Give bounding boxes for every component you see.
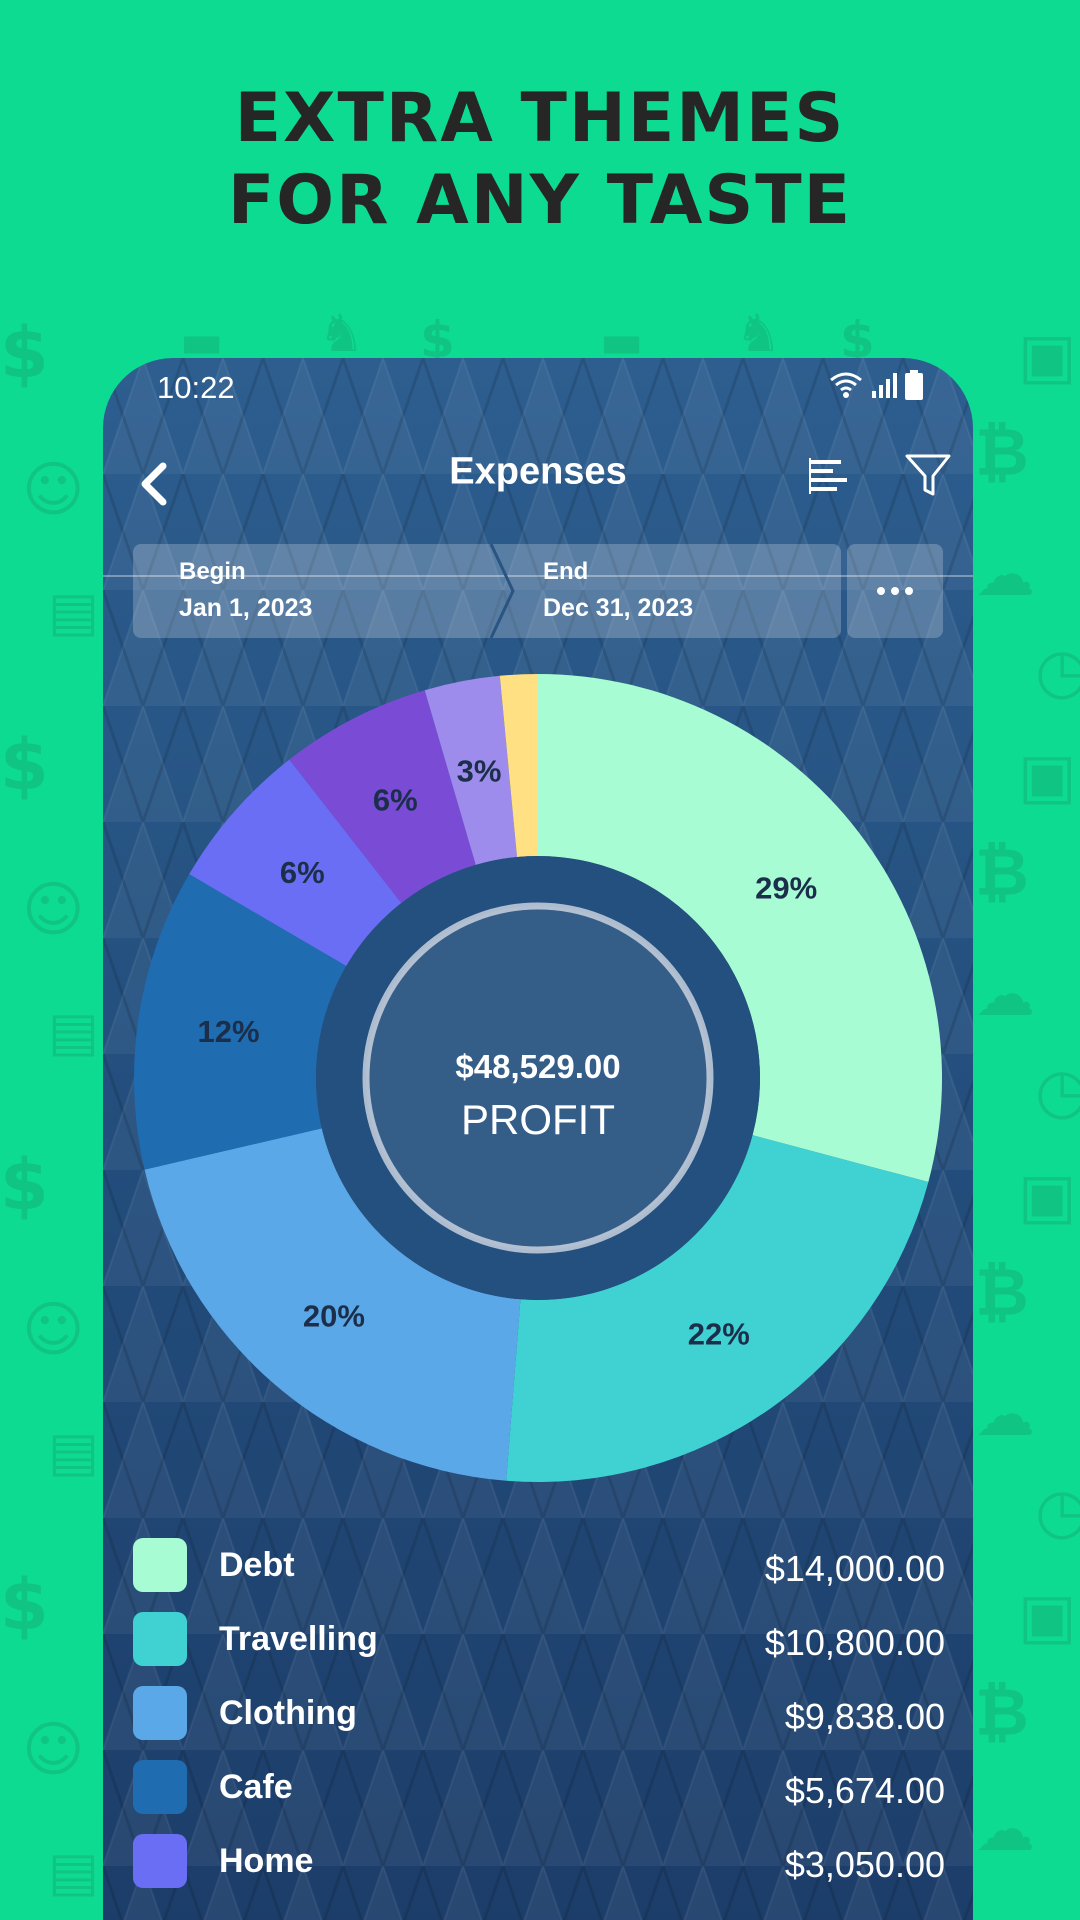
more-options-button[interactable]	[847, 544, 943, 638]
piggy-icon: ♞	[318, 304, 365, 364]
battery-icon	[905, 370, 923, 404]
slice-percent-label: 22%	[688, 1317, 750, 1352]
person-icon: ☺	[22, 1295, 85, 1365]
begin-date: Jan 1, 2023	[179, 594, 313, 622]
dollar-icon: $	[0, 724, 49, 806]
slice-percent-label: 12%	[197, 1014, 259, 1049]
donut-slice-other-6[interactable]	[424, 675, 518, 865]
person-icon: ☺	[22, 455, 85, 525]
profit-ring[interactable]	[362, 902, 714, 1254]
legend-amount: $3,050.00	[784, 1844, 945, 1885]
legend-row-debt[interactable]: Debt $14,000.00	[133, 1538, 945, 1594]
begin-date-button[interactable]: Begin Jan 1, 2023	[179, 558, 312, 623]
cloud-icon: ☁	[975, 960, 1035, 1030]
legend-row-travelling[interactable]: Travelling $10,800.00	[133, 1612, 945, 1668]
bitcoin-icon: ₿	[975, 1674, 1029, 1751]
legend-row-clothing[interactable]: Clothing $9,838.00	[133, 1686, 945, 1742]
end-date-button[interactable]: End Dec 31, 2023	[543, 558, 693, 623]
center-amount: $48,529.00	[455, 1048, 621, 1085]
banknote-icon: ▤	[48, 1840, 100, 1903]
slice-percent-label: 3%	[457, 754, 502, 789]
person-icon: ☺	[22, 1715, 85, 1785]
promo-headline: EXTRA THEMES FOR ANY TASTE	[0, 78, 1080, 242]
clock-icon: ◷	[1035, 1054, 1080, 1127]
chevron-left-icon	[129, 462, 177, 518]
legend-row-cafe[interactable]: Cafe $5,674.00	[133, 1760, 945, 1816]
clock-icon: ◷	[1035, 1474, 1080, 1547]
banknote-icon: ▤	[48, 580, 100, 643]
end-date: Dec 31, 2023	[543, 594, 694, 622]
app-bar-divider	[103, 575, 973, 577]
donut-slice-debt[interactable]	[538, 674, 942, 1183]
legend-amount: $10,800.00	[764, 1622, 945, 1663]
donut-hole	[316, 856, 760, 1300]
calendar-icon: ▣	[1018, 739, 1077, 812]
legend-row-home[interactable]: Home $3,050.00	[133, 1834, 945, 1890]
wifi-icon	[829, 371, 863, 403]
dollar-icon: $	[0, 1144, 49, 1226]
legend-amount: $9,838.00	[784, 1696, 945, 1737]
page-title: Expenses	[449, 450, 627, 493]
sort-button[interactable]	[803, 452, 853, 502]
person-icon: ☺	[22, 875, 85, 945]
calendar-icon: ▣	[1018, 1159, 1077, 1232]
bar-sort-icon	[803, 458, 853, 506]
calendar-icon: ▣	[1018, 1579, 1077, 1652]
begin-label: Begin	[179, 558, 246, 585]
legend-category-name: Travelling	[219, 1620, 378, 1658]
legend-swatch	[133, 1834, 187, 1888]
bitcoin-icon: ₿	[975, 414, 1029, 491]
headline-line-1: EXTRA THEMES	[234, 79, 846, 158]
cloud-icon: ☁	[975, 540, 1035, 610]
dollar-icon: $	[0, 312, 49, 394]
legend-swatch	[133, 1686, 187, 1740]
donut-slice-clothing[interactable]	[144, 1128, 521, 1481]
legend-category-name: Cafe	[219, 1768, 293, 1806]
cloud-icon: ☁	[975, 1795, 1035, 1865]
slice-percent-label: 6%	[280, 855, 325, 890]
filter-button[interactable]	[903, 450, 953, 500]
slice-percent-label: 29%	[755, 870, 817, 905]
bitcoin-icon: ₿	[975, 1254, 1029, 1331]
range-divider-chevron	[489, 544, 515, 638]
phone-screen: 10:22 Expenses	[103, 358, 973, 1920]
donut-slice-other-5[interactable]	[289, 690, 476, 904]
donut-slice-cafe[interactable]	[134, 874, 347, 1170]
dollar-icon: $	[0, 1564, 49, 1646]
banknote-icon: ▤	[48, 1000, 100, 1063]
status-bar: 10:22	[103, 358, 973, 414]
cloud-icon: ☁	[975, 1380, 1035, 1450]
banknote-icon: ▤	[48, 1420, 100, 1483]
piggy-icon: ♞	[735, 304, 782, 364]
funnel-icon	[903, 454, 953, 504]
clock-icon: ◷	[1035, 634, 1080, 707]
legend-swatch	[133, 1612, 187, 1666]
center-label: PROFIT	[461, 1096, 615, 1143]
end-label: End	[543, 558, 589, 585]
donut-slice-other-7[interactable]	[499, 674, 538, 857]
signal-icon	[871, 371, 897, 403]
expenses-donut-chart: 29% 22% 20% 12% 6% 6% 3%	[134, 674, 942, 1482]
legend-amount: $5,674.00	[784, 1770, 945, 1811]
bitcoin-icon: ₿	[975, 834, 1029, 911]
calendar-icon: ▣	[1018, 319, 1077, 392]
app-bar: Expenses	[103, 414, 973, 577]
donut-slice-travelling[interactable]	[506, 1135, 929, 1482]
date-range-selector: Begin Jan 1, 2023 End Dec 31, 2023	[133, 544, 841, 638]
headline-line-2: FOR ANY TASTE	[227, 161, 853, 240]
legend-amount: $14,000.00	[764, 1548, 945, 1589]
back-button[interactable]	[129, 454, 177, 514]
donut-slice-home[interactable]	[189, 759, 402, 966]
legend-category-name: Clothing	[219, 1694, 357, 1732]
more-horizontal-icon	[875, 582, 915, 601]
legend-swatch	[133, 1538, 187, 1592]
status-time: 10:22	[157, 370, 235, 405]
legend-category-name: Debt	[219, 1546, 295, 1584]
legend-category-name: Home	[219, 1842, 314, 1880]
slice-percent-label: 20%	[303, 1298, 365, 1333]
legend-swatch	[133, 1760, 187, 1814]
slice-percent-label: 6%	[373, 782, 418, 817]
